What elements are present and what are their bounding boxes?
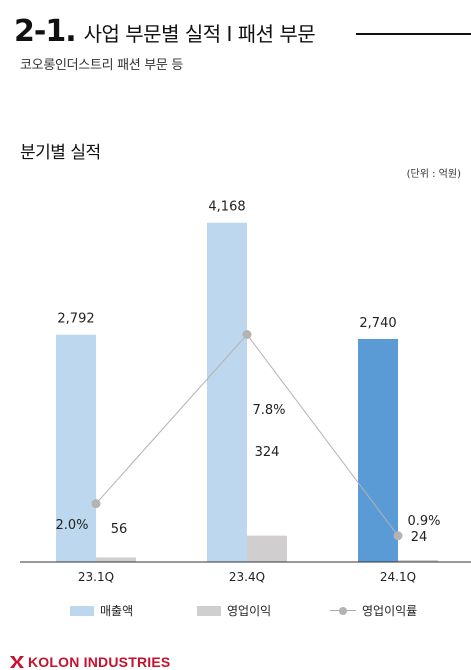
section-subtitle: 코오롱인더스트리 패션 부문 등 [20,58,184,73]
point-operating-margin [393,531,403,541]
legend-item-operating-margin: 영업이익률 [330,602,417,619]
data-label-sales: 2,740 [359,316,396,331]
legend-item-operating-profit: 영업이익 [197,602,271,619]
chart-title: 분기별 실적 [20,143,101,163]
legend-swatch-sales [70,605,94,616]
company-logo: KOLON INDUSTRIES [10,654,170,670]
data-label-operating-profit: 24 [411,530,428,545]
section-header: 2-1. 사업 부문별 실적 I 패션 부문 [14,14,316,52]
data-label-sales: 4,168 [208,200,245,215]
quarterly-performance-chart: 2,792 4,168 2,740 56 324 24 2.0% 7.8% 0.9% 23.1Q 2… [20,200,471,584]
x-tick-label: 23.1Q [78,570,114,584]
bar-operating-profit [96,557,136,562]
data-label-operating-margin: 0.9% [407,514,440,529]
data-label-operating-margin: 7.8% [252,403,285,418]
section-number: 2-1. [14,14,77,49]
bar-sales [358,338,398,562]
legend-swatch-operating-margin [330,605,356,617]
legend-label-operating-margin: 영업이익률 [362,604,418,618]
bar-sales [56,334,96,562]
legend-label-sales: 매출액 [100,604,134,618]
legend-item-sales: 매출액 [70,602,133,619]
data-label-operating-margin: 2.0% [55,518,88,533]
bar-operating-profit [398,560,438,562]
unit-label: (단위 : 억원) [406,169,461,180]
kolon-logo-icon [10,656,24,668]
legend-swatch-operating-profit [197,605,221,616]
header-rule [356,33,471,35]
bar-sales [207,222,247,562]
data-label-operating-profit: 56 [111,522,128,537]
section-title: 사업 부문별 실적 I 패션 부문 [83,22,316,46]
bar-operating-profit [247,535,287,562]
x-tick-label: 23.4Q [229,570,265,584]
point-operating-margin [91,499,101,509]
company-logo-text: KOLON INDUSTRIES [28,654,171,670]
legend-label-operating-profit: 영업이익 [227,604,272,618]
x-tick-label: 24.1Q [380,570,416,584]
data-label-operating-profit: 324 [255,445,280,460]
chart-legend: 매출액 영업이익 영업이익률 [0,602,471,618]
point-operating-margin [242,330,252,339]
data-label-sales: 2,792 [57,312,94,327]
